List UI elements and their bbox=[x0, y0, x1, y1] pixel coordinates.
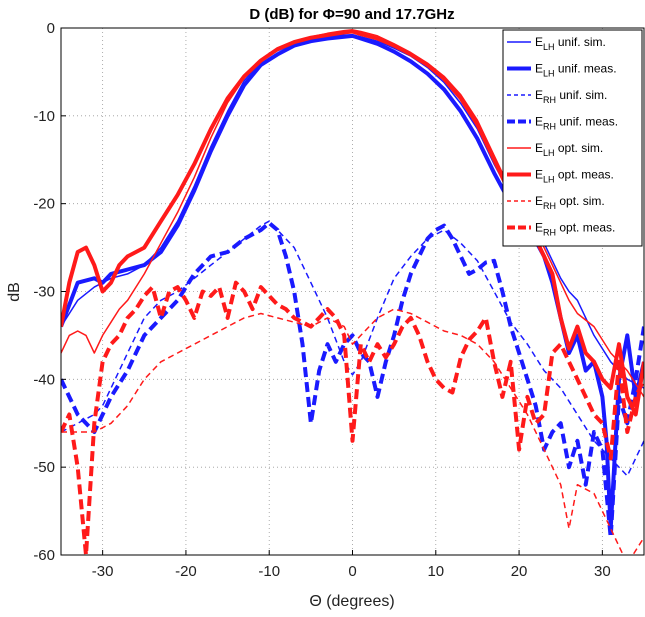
series-line-6 bbox=[61, 308, 644, 555]
x-tick-label: 20 bbox=[511, 563, 528, 580]
legend-label: ERH unif. sim. bbox=[535, 88, 607, 105]
series-line-7 bbox=[61, 280, 644, 555]
legend-label-rest: unif. meas. bbox=[556, 115, 618, 129]
x-tick-label: 30 bbox=[594, 563, 611, 580]
y-tick-label: -30 bbox=[33, 284, 55, 301]
series-line-1 bbox=[61, 33, 644, 531]
legend-box bbox=[502, 29, 643, 247]
axis-ticks: -30 -20 -10 0 10 20 30 0 -10 -20 -30 -40 -50 -60 bbox=[33, 20, 610, 580]
y-tick-label: -60 bbox=[33, 547, 55, 564]
legend-label: ELH unif. sim. bbox=[535, 35, 606, 52]
series-group bbox=[61, 29, 644, 555]
legend-label: ERH opt. sim. bbox=[535, 194, 605, 211]
legend-label-sub: LH bbox=[543, 69, 555, 79]
chart-title: D (dB) for Φ=90 and 17.7GHz bbox=[249, 6, 454, 23]
legend-label-sub: RH bbox=[543, 201, 556, 211]
legend-label-sub: LH bbox=[543, 175, 555, 185]
legend-label-sub: RH bbox=[543, 122, 556, 132]
series-line-5 bbox=[61, 29, 644, 417]
x-tick-label: -10 bbox=[258, 563, 280, 580]
legend-label-rest: opt. meas. bbox=[555, 168, 614, 182]
legend-label-sub: LH bbox=[543, 42, 555, 52]
legend-label-sub: RH bbox=[543, 95, 556, 105]
x-tick-label: 0 bbox=[348, 563, 356, 580]
y-tick-label: -10 bbox=[33, 108, 55, 125]
legend-label-rest: unif. sim. bbox=[555, 35, 606, 49]
legend: ELH unif. sim.ELH unif. meas.ERH unif. s… bbox=[502, 29, 643, 247]
legend-label-rest: opt. meas. bbox=[556, 221, 615, 235]
y-tick-label: -50 bbox=[33, 459, 55, 476]
y-tick-label: -20 bbox=[33, 196, 55, 213]
legend-label-rest: opt. sim. bbox=[555, 141, 604, 155]
x-tick-label: -20 bbox=[175, 563, 197, 580]
legend-label-main: E bbox=[535, 141, 543, 155]
legend-label-main: E bbox=[535, 221, 543, 235]
legend-label-main: E bbox=[535, 168, 543, 182]
x-tick-label: -30 bbox=[92, 563, 114, 580]
legend-label: ERH opt. meas. bbox=[535, 221, 615, 238]
legend-label-sub: RH bbox=[543, 228, 556, 238]
legend-label: ERH unif. meas. bbox=[535, 115, 618, 132]
legend-label: ELH unif. meas. bbox=[535, 62, 617, 79]
legend-label-sub: LH bbox=[543, 148, 555, 158]
legend-label: ELH opt. sim. bbox=[535, 141, 603, 158]
legend-label-rest: unif. meas. bbox=[555, 62, 617, 76]
legend-label-rest: opt. sim. bbox=[556, 194, 605, 208]
y-tick-label: 0 bbox=[47, 20, 55, 37]
legend-label-main: E bbox=[535, 194, 543, 208]
series-line-3 bbox=[61, 221, 644, 540]
legend-label-main: E bbox=[535, 62, 543, 76]
x-axis-title: Θ (degrees) bbox=[309, 593, 394, 610]
y-tick-label: -40 bbox=[33, 371, 55, 388]
x-tick-label: 10 bbox=[427, 563, 444, 580]
legend-label: ELH opt. meas. bbox=[535, 168, 614, 185]
legend-label-main: E bbox=[535, 115, 543, 129]
y-axis-title: dB bbox=[6, 282, 23, 302]
legend-label-rest: unif. sim. bbox=[556, 88, 607, 102]
series-line-2 bbox=[61, 220, 644, 477]
legend-label-main: E bbox=[535, 35, 543, 49]
legend-label-main: E bbox=[535, 88, 543, 102]
